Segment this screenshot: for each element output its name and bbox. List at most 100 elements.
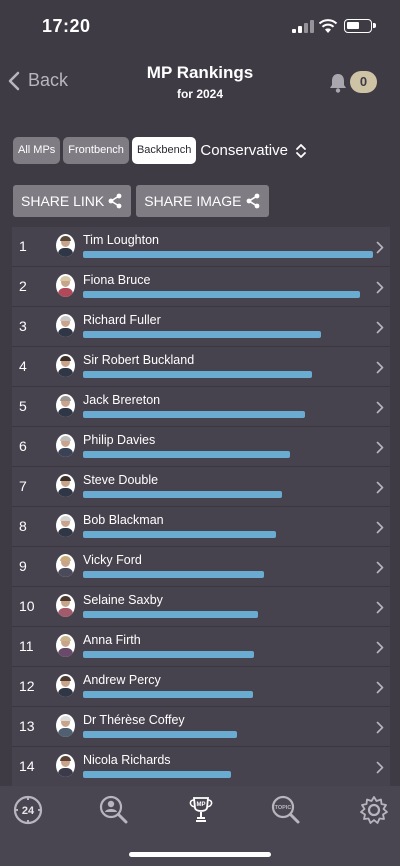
mp-name: Vicky Ford xyxy=(83,553,142,567)
chevron-up-down-icon[interactable] xyxy=(295,143,307,159)
rank-number: 1 xyxy=(19,238,27,254)
chevron-right-icon[interactable] xyxy=(376,441,384,454)
mp-name: Fiona Bruce xyxy=(83,273,151,287)
chevron-right-icon[interactable] xyxy=(376,561,384,574)
nav-header: Back MP Rankings for 2024 0 xyxy=(0,54,400,114)
chevron-right-icon[interactable] xyxy=(376,641,384,654)
status-time: 17:20 xyxy=(42,16,91,36)
chevron-right-icon[interactable] xyxy=(376,681,384,694)
mp-avatar xyxy=(56,674,75,697)
rank-number: 8 xyxy=(19,518,27,534)
ranking-row[interactable]: 8 Bob Blackman xyxy=(12,507,390,547)
rank-number: 13 xyxy=(19,718,35,734)
find-mp-tab-icon[interactable] xyxy=(98,794,130,826)
score-bar xyxy=(83,291,360,298)
bell-icon[interactable] xyxy=(328,72,348,94)
tab-topic-caption: TOPIC xyxy=(275,805,292,811)
rank-number: 9 xyxy=(19,558,27,574)
chevron-right-icon[interactable] xyxy=(376,361,384,374)
ranking-row[interactable]: 12 Andrew Percy xyxy=(12,667,390,707)
mp-avatar xyxy=(56,754,75,777)
score-bar xyxy=(83,691,253,698)
mp-name: Steve Double xyxy=(83,473,159,487)
rankings-trophy-tab-icon[interactable]: MP xyxy=(185,794,217,826)
chevron-left-icon xyxy=(8,71,20,90)
score-bar xyxy=(83,611,258,618)
mp-name: Bob Blackman xyxy=(83,513,164,527)
ranking-row[interactable]: 7 Steve Double xyxy=(12,467,390,507)
mp-name: Selaine Saxby xyxy=(83,593,163,607)
chevron-right-icon[interactable] xyxy=(376,321,384,334)
notification-badge[interactable]: 0 xyxy=(350,71,377,93)
ranking-row[interactable]: 10 Selaine Saxby xyxy=(12,587,390,627)
ranking-row[interactable]: 9 Vicky Ford xyxy=(12,547,390,587)
mp-avatar xyxy=(56,474,75,497)
mp-avatar xyxy=(56,634,75,657)
share-image-label: SHARE IMAGE xyxy=(144,193,242,209)
rank-number: 12 xyxy=(19,678,35,694)
status-bar: 17:20 xyxy=(0,0,400,54)
chevron-right-icon[interactable] xyxy=(376,521,384,534)
rank-number: 4 xyxy=(19,358,27,374)
score-bar xyxy=(83,251,373,258)
ranking-row[interactable]: 1 Tim Loughton xyxy=(12,227,390,267)
ranking-row[interactable]: 5 Jack Brereton xyxy=(12,387,390,427)
wifi-icon xyxy=(318,19,338,33)
filter-all-mps[interactable]: All MPs xyxy=(13,137,61,164)
score-bar xyxy=(83,771,231,778)
share-icon xyxy=(246,193,259,209)
rank-number: 11 xyxy=(19,638,34,654)
mp-name: Richard Fuller xyxy=(83,313,161,327)
settings-gear-tab-icon[interactable] xyxy=(358,794,390,826)
chevron-right-icon[interactable] xyxy=(376,401,384,414)
24-hours-tab-icon[interactable]: 24 xyxy=(12,794,44,826)
ranking-row[interactable]: 14 Nicola Richards xyxy=(12,747,390,787)
ranking-row[interactable]: 2 Fiona Bruce xyxy=(12,267,390,307)
mp-avatar xyxy=(56,594,75,617)
mp-avatar xyxy=(56,394,75,417)
chevron-right-icon[interactable] xyxy=(376,281,384,294)
mp-avatar xyxy=(56,514,75,537)
back-button[interactable]: Back xyxy=(8,70,68,91)
party-select[interactable]: Conservative xyxy=(200,142,288,159)
chevron-right-icon[interactable] xyxy=(376,601,384,614)
rank-number: 14 xyxy=(19,758,35,774)
chevron-right-icon[interactable] xyxy=(376,761,384,774)
tab-24-caption: 24 xyxy=(22,805,35,817)
mp-name: Dr Thérèse Coffey xyxy=(83,713,185,727)
ranking-row[interactable]: 4 Sir Robert Buckland xyxy=(12,347,390,387)
battery-icon xyxy=(344,19,376,33)
score-bar xyxy=(83,731,237,738)
ranking-row[interactable]: 3 Richard Fuller xyxy=(12,307,390,347)
score-bar xyxy=(83,371,312,378)
rank-number: 3 xyxy=(19,318,27,334)
rank-number: 7 xyxy=(19,478,27,494)
filter-frontbench[interactable]: Frontbench xyxy=(63,137,129,164)
mp-avatar xyxy=(56,314,75,337)
topic-search-tab-icon[interactable]: TOPIC xyxy=(270,794,302,826)
chevron-right-icon[interactable] xyxy=(376,481,384,494)
score-bar xyxy=(83,411,305,418)
mp-avatar xyxy=(56,274,75,297)
rank-number: 2 xyxy=(19,278,27,294)
chevron-right-icon[interactable] xyxy=(376,721,384,734)
ranking-row[interactable]: 6 Philip Davies xyxy=(12,427,390,467)
ranking-row[interactable]: 11 Anna Firth xyxy=(12,627,390,667)
ranking-row[interactable]: 13 Dr Thérèse Coffey xyxy=(12,707,390,747)
share-image-button[interactable]: SHARE IMAGE xyxy=(136,185,269,217)
mp-avatar xyxy=(56,234,75,257)
chevron-right-icon[interactable] xyxy=(376,241,384,254)
score-bar xyxy=(83,331,321,338)
mp-name: Nicola Richards xyxy=(83,753,171,767)
share-row: SHARE LINK SHARE IMAGE xyxy=(13,185,274,217)
share-link-button[interactable]: SHARE LINK xyxy=(13,185,132,217)
mp-avatar xyxy=(56,714,75,737)
mp-name: Tim Loughton xyxy=(83,233,159,247)
filter-backbench[interactable]: Backbench xyxy=(131,137,197,164)
filter-bar: All MPs Frontbench Backbench Conservativ… xyxy=(13,137,307,164)
cellular-signal-icon xyxy=(292,20,314,33)
share-icon xyxy=(108,193,122,209)
tab-trophy-caption: MP xyxy=(197,802,206,808)
mp-avatar xyxy=(56,434,75,457)
score-bar xyxy=(83,491,282,498)
